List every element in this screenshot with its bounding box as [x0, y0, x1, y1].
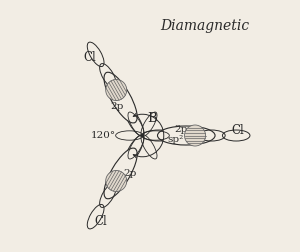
Ellipse shape — [158, 127, 215, 145]
Circle shape — [106, 171, 127, 192]
Text: 120°: 120° — [91, 130, 116, 139]
Text: B: B — [148, 112, 158, 125]
Text: Diamagnetic: Diamagnetic — [160, 19, 250, 33]
Ellipse shape — [104, 73, 137, 123]
Text: Cl: Cl — [94, 215, 107, 228]
Text: 2p: 2p — [110, 102, 123, 111]
Text: 2p: 2p — [123, 169, 136, 178]
Circle shape — [184, 125, 206, 146]
Text: sp²: sp² — [167, 134, 183, 143]
Text: Cl: Cl — [83, 51, 96, 64]
Text: 2p: 2p — [175, 124, 188, 133]
Circle shape — [106, 80, 127, 101]
Text: Cl: Cl — [231, 123, 244, 136]
Ellipse shape — [104, 148, 137, 199]
